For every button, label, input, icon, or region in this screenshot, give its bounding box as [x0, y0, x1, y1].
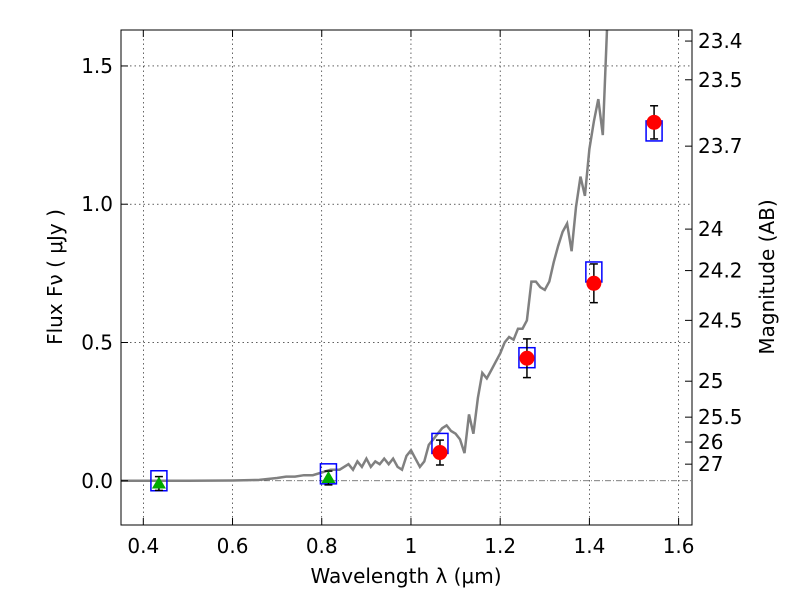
grid — [121, 30, 692, 525]
x-axis-label: Wavelength λ (μm) — [310, 564, 501, 588]
plot-area — [121, 30, 663, 492]
right-tick-label: 23.5 — [698, 68, 743, 92]
detection-point — [432, 445, 448, 461]
model-spectrum-line — [121, 30, 609, 483]
right-tick-label: 26 — [698, 430, 723, 454]
x-tick-label: 1.4 — [573, 534, 605, 558]
right-tick-label: 27 — [698, 452, 723, 476]
photometry-markers — [151, 114, 662, 489]
detection-point — [646, 114, 662, 130]
plot-frame — [120, 29, 693, 526]
upper-limit-point — [151, 476, 166, 489]
x-tick-label: 1.2 — [484, 534, 516, 558]
detection-point — [586, 275, 602, 291]
x-tick-label: 1.6 — [663, 534, 695, 558]
right-tick-label: 25 — [698, 369, 723, 393]
x-tick-label: 0.6 — [217, 534, 249, 558]
detection-point — [519, 350, 535, 366]
right-axis-label: Magnitude (AB) — [755, 199, 779, 354]
right-tick-label: 24 — [698, 217, 723, 241]
x-tick-label: 1 — [405, 534, 418, 558]
right-tick-label: 23.7 — [698, 134, 743, 158]
y-tick-label: 1.0 — [81, 192, 113, 216]
y-tick-label: 0.0 — [81, 469, 113, 493]
right-tick-label: 23.4 — [698, 29, 743, 53]
y-tick-label: 1.5 — [81, 54, 113, 78]
right-tick-label: 24.2 — [698, 259, 743, 283]
y-axis-ticks: 0.0 0.5 1.0 1.5 — [81, 54, 128, 493]
right-tick-label: 25.5 — [698, 405, 743, 429]
right-tick-label: 24.5 — [698, 308, 743, 332]
x-axis-ticks: 0.4 0.6 0.8 1 1.2 1.4 1.6 — [127, 30, 695, 558]
upper-limit-point — [321, 470, 336, 483]
x-tick-label: 0.4 — [127, 534, 159, 558]
y-tick-label: 0.5 — [81, 330, 113, 354]
y-axis-label: Flux Fν ( μJy ) — [43, 209, 67, 345]
x-tick-label: 0.8 — [306, 534, 338, 558]
